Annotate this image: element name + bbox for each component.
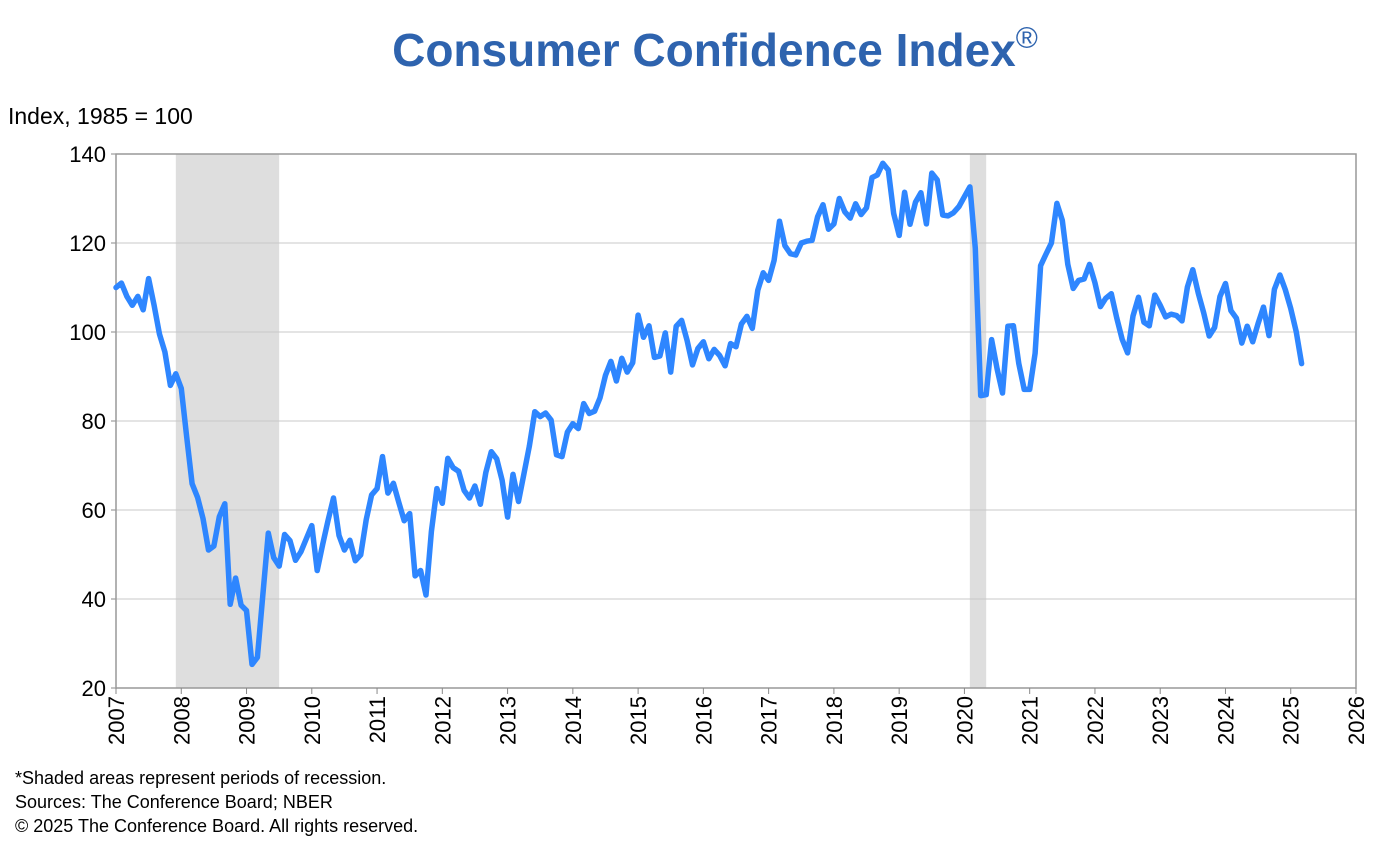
x-tick-label: 2016 [691, 696, 716, 745]
x-tick-label: 2020 [952, 696, 977, 745]
x-tick-label: 2022 [1083, 696, 1108, 745]
chart-title-text: Consumer Confidence Index [392, 24, 1016, 76]
footnote-shading: *Shaded areas represent periods of reces… [15, 768, 387, 788]
y-tick-label: 20 [82, 676, 106, 701]
y-tick-label: 40 [82, 587, 106, 612]
x-tick-label: 2008 [169, 696, 194, 745]
x-tick-label: 2025 [1279, 696, 1304, 745]
x-tick-label: 2012 [430, 696, 455, 745]
x-tick-label: 2011 [365, 696, 390, 743]
y-tick-label: 60 [82, 498, 106, 523]
x-tick-label: 2018 [822, 696, 847, 745]
x-tick-label: 2019 [887, 696, 912, 745]
footnote-sources: Sources: The Conference Board; NBER [15, 792, 333, 812]
y-tick-label: 80 [82, 409, 106, 434]
x-tick-label: 2007 [104, 696, 129, 745]
x-tick-label: 2013 [496, 696, 521, 745]
y-tick-label: 120 [69, 231, 106, 256]
x-tick-label: 2009 [235, 696, 260, 745]
x-tick-label: 2017 [757, 696, 782, 745]
index-line [113, 160, 1305, 668]
x-tick-label: 2015 [626, 696, 651, 745]
x-tick-label: 2010 [300, 696, 325, 745]
y-axis-label: Index, 1985 = 100 [8, 103, 193, 129]
x-tick-label: 2023 [1148, 696, 1173, 745]
y-tick-label: 100 [69, 320, 106, 345]
x-tick-label: 2026 [1344, 696, 1369, 745]
y-tick-label: 140 [69, 142, 106, 167]
x-tick-label: 2024 [1213, 696, 1238, 745]
registered-mark: ® [1015, 22, 1038, 55]
footnote-copyright: © 2025 The Conference Board. All rights … [15, 816, 419, 836]
x-tick-label: 2021 [1018, 696, 1043, 745]
chart-title: Consumer Confidence Index® [0, 22, 1390, 77]
plot-frame [115, 153, 1357, 689]
x-tick-label: 2014 [561, 696, 586, 745]
